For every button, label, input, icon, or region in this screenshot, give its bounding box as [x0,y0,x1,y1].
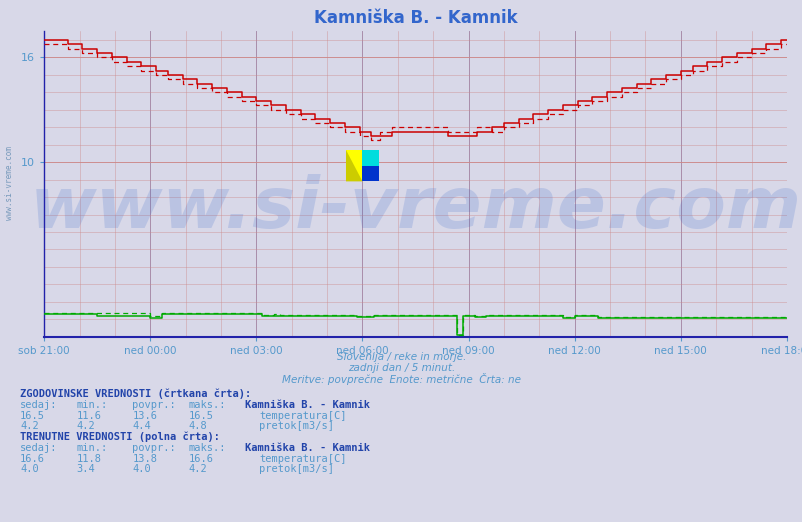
Bar [346,150,362,181]
Text: pretok[m3/s]: pretok[m3/s] [259,464,334,474]
Bar [362,150,379,165]
Text: 16.5: 16.5 [20,411,45,421]
Text: TRENUTNE VREDNOSTI (polna črta):: TRENUTNE VREDNOSTI (polna črta): [20,432,220,442]
Title: Kamniška B. - Kamnik: Kamniška B. - Kamnik [314,9,516,27]
Text: povpr.:: povpr.: [132,400,176,410]
Polygon shape [346,150,362,181]
Text: maks.:: maks.: [188,443,226,453]
Text: 13.6: 13.6 [132,411,157,421]
Text: ZGODOVINSKE VREDNOSTI (črtkana črta):: ZGODOVINSKE VREDNOSTI (črtkana črta): [20,389,251,399]
Text: 16.5: 16.5 [188,411,213,421]
Text: www.si-vreme.com: www.si-vreme.com [5,146,14,220]
Text: Kamniška B. - Kamnik: Kamniška B. - Kamnik [245,443,370,453]
Text: 4.0: 4.0 [20,464,38,474]
Text: 4.2: 4.2 [188,464,207,474]
Text: 13.8: 13.8 [132,454,157,464]
Text: min.:: min.: [76,443,107,453]
Text: 3.4: 3.4 [76,464,95,474]
Text: 16.6: 16.6 [188,454,213,464]
Text: 11.6: 11.6 [76,411,101,421]
Text: Slovenija / reke in morje.: Slovenija / reke in morje. [336,352,466,362]
Text: zadnji dan / 5 minut.: zadnji dan / 5 minut. [347,363,455,373]
Text: 4.8: 4.8 [188,421,207,431]
Text: www.si-vreme.com: www.si-vreme.com [30,174,800,243]
Text: pretok[m3/s]: pretok[m3/s] [259,421,334,431]
Text: 4.2: 4.2 [76,421,95,431]
Text: temperatura[C]: temperatura[C] [259,411,346,421]
Text: min.:: min.: [76,400,107,410]
Text: 4.2: 4.2 [20,421,38,431]
Text: Kamniška B. - Kamnik: Kamniška B. - Kamnik [245,400,370,410]
Text: sedaj:: sedaj: [20,400,58,410]
Text: 4.4: 4.4 [132,421,151,431]
Text: 11.8: 11.8 [76,454,101,464]
Text: sedaj:: sedaj: [20,443,58,453]
Text: maks.:: maks.: [188,400,226,410]
Text: 16.6: 16.6 [20,454,45,464]
Bar [362,165,379,181]
Text: 4.0: 4.0 [132,464,151,474]
Text: temperatura[C]: temperatura[C] [259,454,346,464]
Text: Meritve: povprečne  Enote: metrične  Črta: ne: Meritve: povprečne Enote: metrične Črta:… [282,373,520,385]
Text: povpr.:: povpr.: [132,443,176,453]
